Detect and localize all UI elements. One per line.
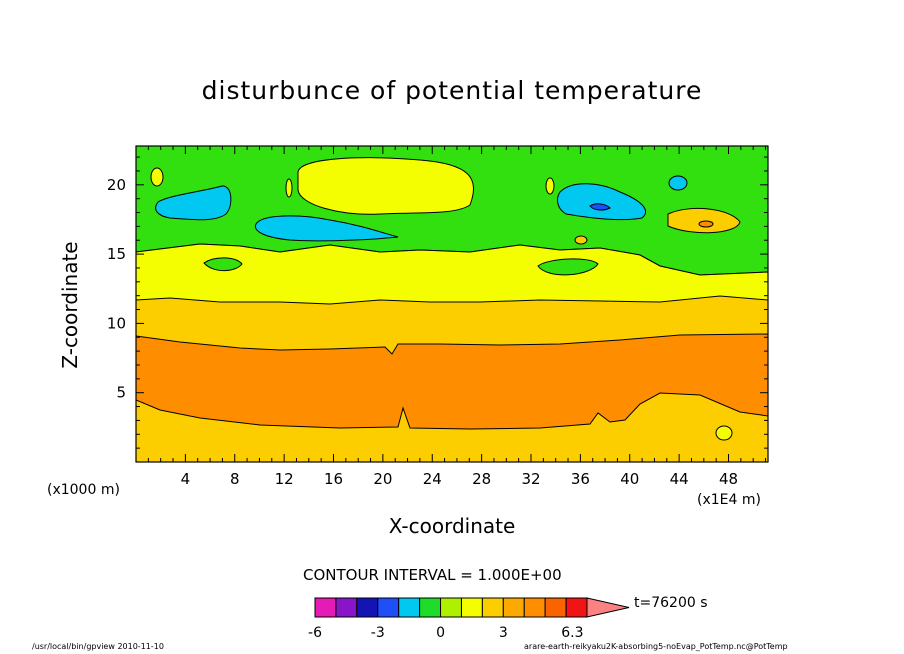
colorbar-tick-label: 0 (436, 625, 445, 641)
x-tick-label: 28 (472, 470, 491, 488)
chart-title: disturbunce of potential temperature (201, 76, 703, 105)
colorbar-cell (335, 597, 358, 618)
contour-fields (136, 146, 768, 462)
cyan-blob-center (254, 215, 399, 242)
colorbar-cell (377, 597, 400, 618)
colorbar-cell (460, 597, 483, 618)
warm-core (698, 220, 714, 228)
colorbar-cell (565, 597, 588, 618)
contour-level-1-band (136, 243, 768, 305)
y-tick-label: 10 (107, 314, 126, 332)
yellow-island-1 (150, 167, 164, 187)
yellow-blob-upper (297, 157, 474, 215)
colorbar-cell (523, 597, 546, 618)
colorbar-tick-label: 3 (499, 625, 508, 641)
plot-frame (135, 145, 769, 463)
x-tick-label: 12 (275, 470, 294, 488)
x-tick-label: 32 (521, 470, 540, 488)
colorbar-cell (314, 597, 337, 618)
contour-interval-label: CONTOUR INTERVAL = 1.000E+00 (303, 566, 562, 584)
cyan-blob-small (668, 175, 688, 191)
x-tick-label: 44 (670, 470, 689, 488)
colorbar-cell (356, 597, 379, 618)
colorbar-triangle (586, 597, 630, 618)
colorbar-cell (419, 597, 442, 618)
green-lobe-left (203, 257, 243, 272)
colorbar-tick-label: -6 (308, 625, 322, 641)
y-tick-label: 20 (107, 176, 126, 194)
yellow-island-4 (285, 178, 293, 198)
colorbar-cell (502, 597, 525, 618)
colorbar-cell (481, 597, 504, 618)
y-tick-label: 15 (107, 245, 126, 263)
x-axis-unit: (x1E4 m) (697, 492, 761, 508)
yellow-island-2 (574, 235, 588, 245)
footer-left: /usr/local/bin/gpview 2010-11-10 (32, 642, 164, 651)
warm-spot-upper-right (667, 207, 741, 234)
colorbar-tick-label: -3 (371, 625, 385, 641)
x-tick-label: 24 (423, 470, 442, 488)
x-tick-label: 20 (373, 470, 392, 488)
cyan-blob-right (557, 183, 647, 221)
x-tick-label: 16 (324, 470, 343, 488)
green-lobe-right (537, 258, 599, 276)
x-tick-label: 4 (181, 470, 191, 488)
y-tick-label: 5 (116, 384, 126, 402)
colorbar-cell (544, 597, 567, 618)
cyan-blob-left (155, 185, 232, 221)
yellow-island-5 (545, 177, 555, 195)
colorbar-cell (440, 597, 462, 618)
x-tick-label: 40 (620, 470, 639, 488)
time-label: t=76200 s (634, 595, 708, 611)
y-axis-label: Z-coordinate (58, 241, 82, 369)
blue-blob (589, 203, 611, 211)
colorbar: -6 -3 0 3 6.3 (308, 597, 630, 641)
x-tick-label: 48 (719, 470, 738, 488)
colorbar-tick-label: 6.3 (561, 625, 583, 641)
x-axis-label: X-coordinate (388, 514, 516, 538)
x-tick-label: 36 (571, 470, 590, 488)
y-axis-unit: (x1000 m) (47, 482, 120, 498)
contour-level-3-band (136, 333, 768, 430)
colorbar-cell (398, 597, 421, 618)
footer-right: arare-earth-reikyaku2K-absorbing5-noEvap… (524, 642, 788, 651)
x-tick-label: 8 (230, 470, 240, 488)
yellow-island-3 (715, 425, 733, 441)
